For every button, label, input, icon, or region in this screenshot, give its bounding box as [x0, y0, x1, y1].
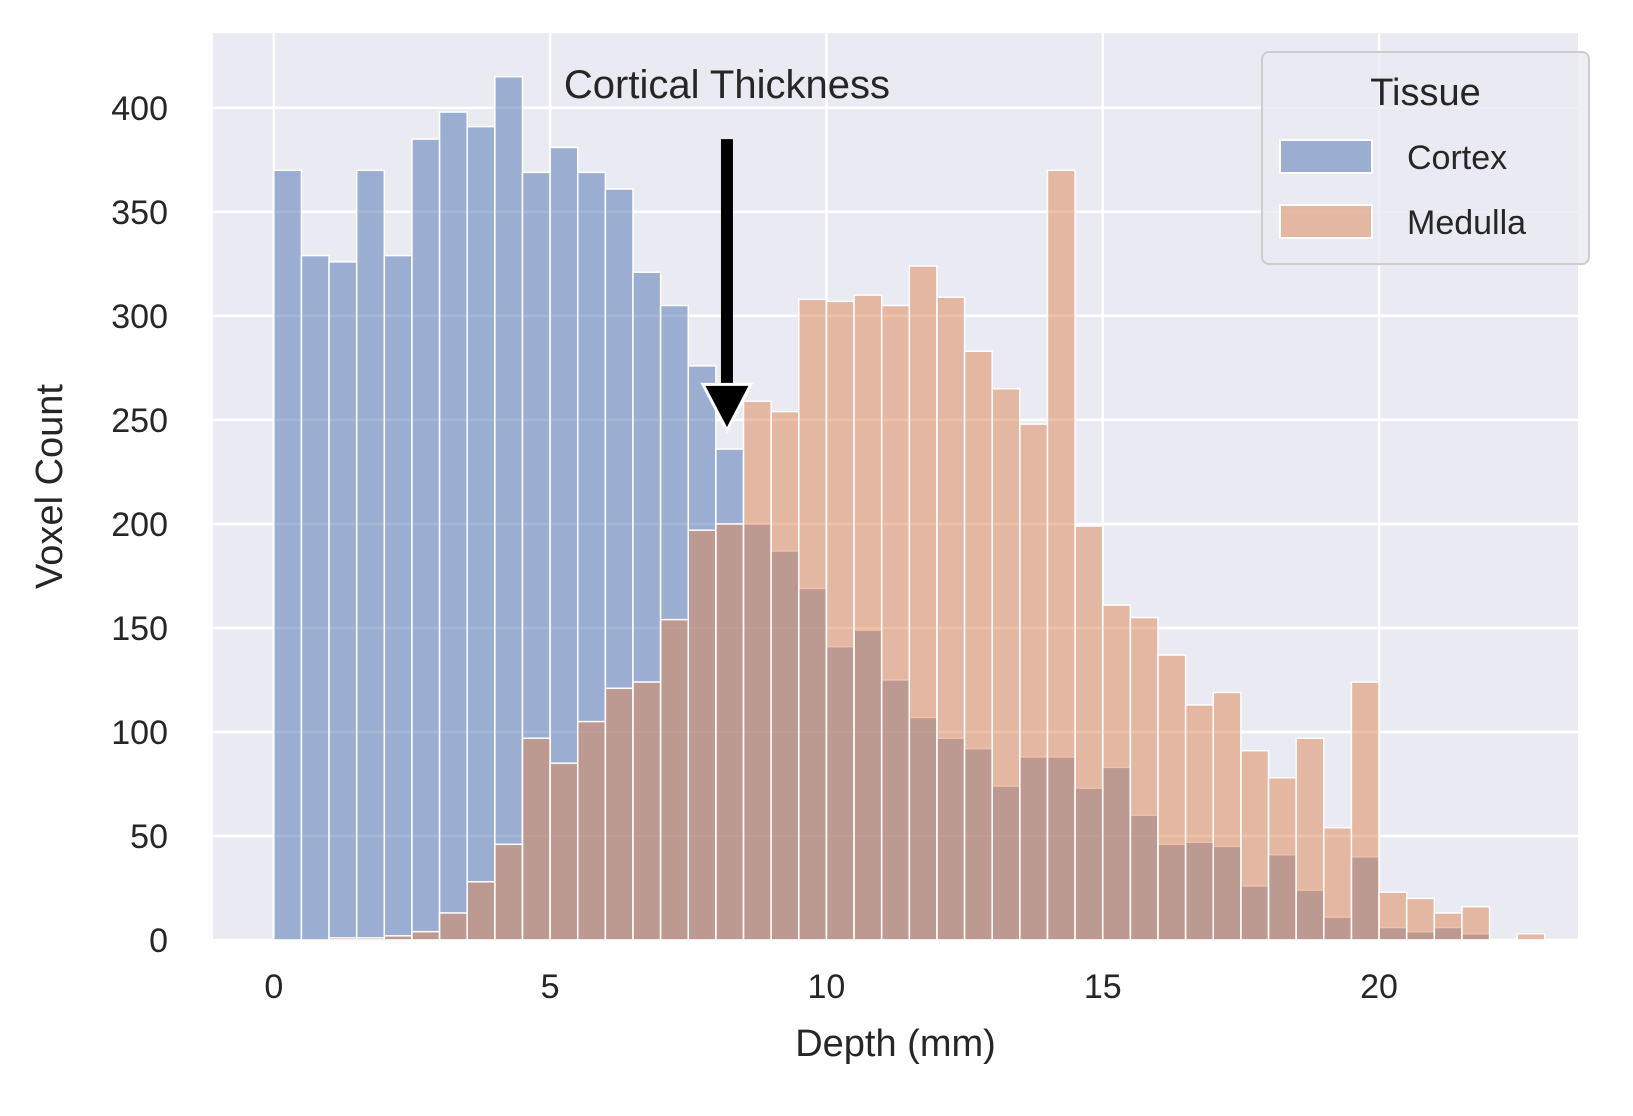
cortex-bar — [300, 254, 330, 941]
cortex-bar — [466, 125, 496, 941]
medulla-bar — [1129, 616, 1159, 941]
cortex-bar — [273, 169, 303, 941]
y-axis-label: Voxel Count — [29, 384, 71, 589]
medulla-bar — [1516, 933, 1546, 941]
y-tick-label: 350 — [111, 194, 168, 232]
legend-label-medulla: Medulla — [1407, 204, 1526, 242]
medulla-bar — [411, 930, 441, 941]
medulla-bar — [1350, 681, 1380, 941]
medulla-bar — [991, 387, 1021, 941]
medulla-bar — [936, 296, 966, 941]
medulla-bar — [853, 294, 883, 941]
cortex-bar — [438, 111, 468, 941]
medulla-bar — [1240, 749, 1270, 941]
annotation-text: Cortical Thickness — [564, 63, 890, 107]
medulla-bar — [1046, 169, 1076, 941]
y-tick-label: 150 — [111, 610, 168, 648]
y-tick-label: 250 — [111, 402, 168, 440]
medulla-bar — [632, 681, 662, 941]
medulla-bar — [1101, 604, 1132, 941]
cortex-bar — [328, 261, 358, 941]
medulla-bar — [494, 843, 524, 941]
medulla-bar — [880, 304, 911, 941]
medulla-bar — [604, 687, 634, 941]
medulla-bar — [521, 737, 551, 941]
x-tick-label: 20 — [1360, 968, 1398, 1006]
medulla-bar — [383, 935, 413, 941]
x-tick-label: 15 — [1084, 968, 1122, 1006]
annotation-arrow-head — [700, 382, 754, 434]
medulla-bar — [825, 300, 855, 941]
medulla-bar — [1157, 654, 1187, 941]
medulla-bar — [355, 937, 386, 941]
legend-swatch-cortex — [1279, 139, 1373, 174]
medulla-bar — [1378, 891, 1408, 941]
y-tick-label: 0 — [149, 922, 168, 960]
medulla-bar — [1267, 776, 1297, 941]
medulla-bar — [1019, 423, 1049, 941]
medulla-bar — [742, 400, 772, 941]
x-tick-label: 10 — [808, 968, 846, 1006]
y-tick-label: 400 — [111, 90, 168, 128]
x-axis-label: Depth (mm) — [795, 1023, 996, 1065]
medulla-bar — [549, 762, 579, 941]
medulla-bar — [715, 523, 745, 941]
medulla-bar — [466, 881, 496, 941]
medulla-bar — [438, 912, 468, 941]
medulla-bar — [963, 350, 993, 941]
medulla-bar — [328, 937, 358, 941]
cortex-bar — [494, 75, 524, 941]
legend: Tissue Cortex Medulla — [1261, 51, 1590, 265]
medulla-bar — [1323, 826, 1353, 941]
legend-label-cortex: Cortex — [1407, 139, 1507, 177]
medulla-bar — [1433, 912, 1463, 941]
medulla-bar — [1074, 525, 1104, 941]
annotation: Cortical Thickness — [564, 63, 890, 434]
cortex-bar — [383, 254, 413, 941]
x-tick-label: 5 — [541, 968, 560, 1006]
medulla-bar — [1405, 897, 1436, 941]
legend-title: Tissue — [1370, 72, 1481, 114]
cortex-bar — [355, 169, 386, 941]
medulla-bar — [1212, 691, 1242, 941]
medulla-bar — [798, 298, 828, 941]
x-tick-label: 0 — [264, 968, 283, 1006]
medulla-bar — [1461, 905, 1491, 941]
medulla-bar — [1295, 737, 1325, 941]
y-tick-label: 50 — [130, 818, 168, 856]
legend-swatch-medulla — [1279, 204, 1373, 239]
medulla-bar — [1184, 704, 1215, 941]
cortex-bar — [411, 138, 441, 941]
y-tick-label: 200 — [111, 506, 168, 544]
medulla-bar — [908, 265, 938, 941]
y-tick-label: 300 — [111, 298, 168, 336]
medulla-bar — [687, 529, 717, 941]
legend-items: Cortex Medulla — [1279, 139, 1526, 242]
medulla-bar — [576, 720, 607, 941]
medulla-bar — [659, 618, 690, 941]
bars — [273, 75, 1546, 941]
y-tick-label: 100 — [111, 714, 168, 752]
medulla-bar — [770, 410, 800, 941]
